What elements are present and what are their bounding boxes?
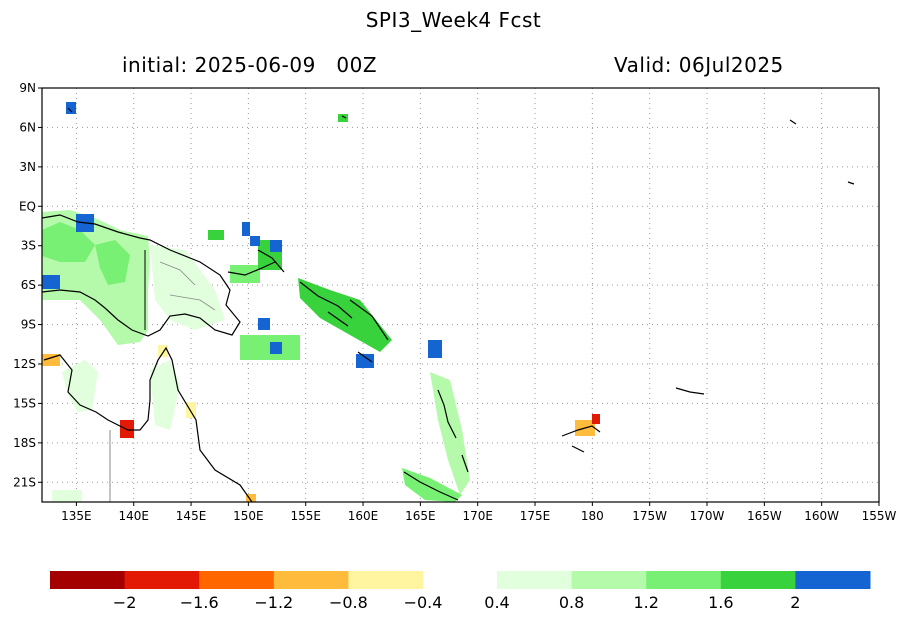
colorbar-label: 1.6 (708, 593, 733, 612)
lat-tick-label: 3N (19, 160, 36, 174)
colorbar-swatch-positive (795, 571, 871, 589)
cell-rennell (356, 354, 374, 368)
map-frame (41, 87, 880, 503)
lon-tick-label: 140E (118, 509, 149, 523)
lon-tick-label: 170E (462, 509, 493, 523)
cell-newbritain (230, 265, 260, 283)
newguinea-west-core (95, 240, 130, 285)
lat-tick-label: 9N (19, 81, 36, 95)
lat-tick-label: 6S (21, 278, 36, 292)
colorbar-label: −0.8 (329, 593, 368, 612)
coastlines (41, 107, 855, 503)
lon-tick-label: 160W (804, 509, 839, 523)
lon-tick-label: 145E (176, 509, 207, 523)
lat-tick-label: 18S (13, 436, 36, 450)
cell-dry-qld (186, 402, 196, 418)
colorbar-label: −2 (113, 593, 137, 612)
cell-manus (242, 222, 250, 236)
colorbar: −2 −1.6 −1.2 −0.8 −0.4 0.4 0.8 1.2 1.6 2 (50, 571, 871, 612)
colorbar-label: 0.8 (559, 593, 584, 612)
australia-coast (43, 346, 253, 503)
axis-ticks: 9N 6N 3N EQ 3S 6S 9S 12S 15S 18S 21S 135E 140E 145E 15… (13, 81, 896, 523)
cell-newhanover (250, 236, 260, 246)
lon-tick-label: 170W (690, 509, 725, 523)
colorbar-label: −0.4 (404, 593, 443, 612)
chart-title: SPI3_Week4 Fcst (365, 8, 542, 32)
cell-dry-capeyork (158, 345, 168, 357)
queensland-light (150, 360, 180, 430)
small-islands (67, 107, 855, 395)
lon-tick-label: 175E (520, 509, 551, 523)
cell-equatorial (338, 114, 348, 122)
cell-trobriand (258, 318, 270, 330)
colorbar-label: −1.6 (180, 593, 219, 612)
cell-aru (42, 275, 60, 289)
lat-tick-label: 9S (21, 318, 36, 332)
lat-tick-label: 3S (21, 239, 36, 253)
lat-tick-label: 21S (13, 475, 36, 489)
newguinea-east-light (150, 245, 225, 330)
fiji-coast (561, 425, 601, 453)
lon-tick-label: 160E (348, 509, 379, 523)
valid-date-label: Valid: 06Jul2025 (614, 53, 784, 77)
cell-dry-fiji-core (592, 414, 600, 424)
colorbar-label: 0.4 (484, 593, 509, 612)
lon-tick-label: 155E (290, 509, 321, 523)
colorbar-swatch-negative (50, 571, 126, 589)
cell-dry-south (246, 494, 256, 502)
cell-palau (66, 102, 76, 114)
solomon-islands-coast (299, 281, 389, 363)
vanuatu-wet-band (430, 372, 470, 495)
colorbar-swatch-negative (348, 571, 424, 589)
internal-boundaries (159, 261, 216, 311)
lon-tick-label: 165W (747, 509, 782, 523)
colorbar-swatch-negative (199, 571, 275, 589)
lat-tick-label: EQ (19, 199, 36, 213)
colorbar-label: −1.2 (254, 593, 293, 612)
negative-anomaly-shading (42, 345, 600, 502)
cell-santacruz (428, 340, 442, 358)
lon-tick-label: 165E (405, 509, 436, 523)
lat-tick-label: 6N (19, 120, 36, 134)
lon-tick-label: 150E (233, 509, 264, 523)
cell-newireland-blue (270, 240, 282, 252)
lon-tick-label: 155W (862, 509, 897, 523)
colorbar-swatch-positive (720, 571, 796, 589)
newcaledonia-wet (402, 468, 462, 502)
lat-tick-label: 15S (13, 396, 36, 410)
colorbar-swatch-negative (273, 571, 349, 589)
cell-southwest (52, 490, 82, 502)
colorbar-swatch-positive (571, 571, 647, 589)
colorbar-swatch-negative (124, 571, 200, 589)
colorbar-swatch-positive (497, 571, 573, 589)
cell-rossel (270, 342, 282, 354)
lon-tick-label: 180 (581, 509, 604, 523)
positive-anomaly-shading (42, 102, 470, 502)
initial-time-label: initial: 2025-06-09 00Z (122, 53, 378, 77)
lon-tick-label: 175W (632, 509, 667, 523)
colorbar-label: 2 (790, 593, 800, 612)
colorbar-swatch-positive (646, 571, 722, 589)
newguinea-coast (41, 214, 241, 337)
lat-tick-label: 12S (13, 357, 36, 371)
newcaledonia-coast (403, 471, 459, 501)
colorbar-label: 1.2 (633, 593, 658, 612)
cell-admiralty (208, 230, 224, 240)
newbritain-newireland-coast (227, 249, 285, 276)
solomon-wet-band (298, 278, 392, 352)
lon-tick-label: 135E (61, 509, 92, 523)
vanuatu-coast (437, 389, 469, 473)
